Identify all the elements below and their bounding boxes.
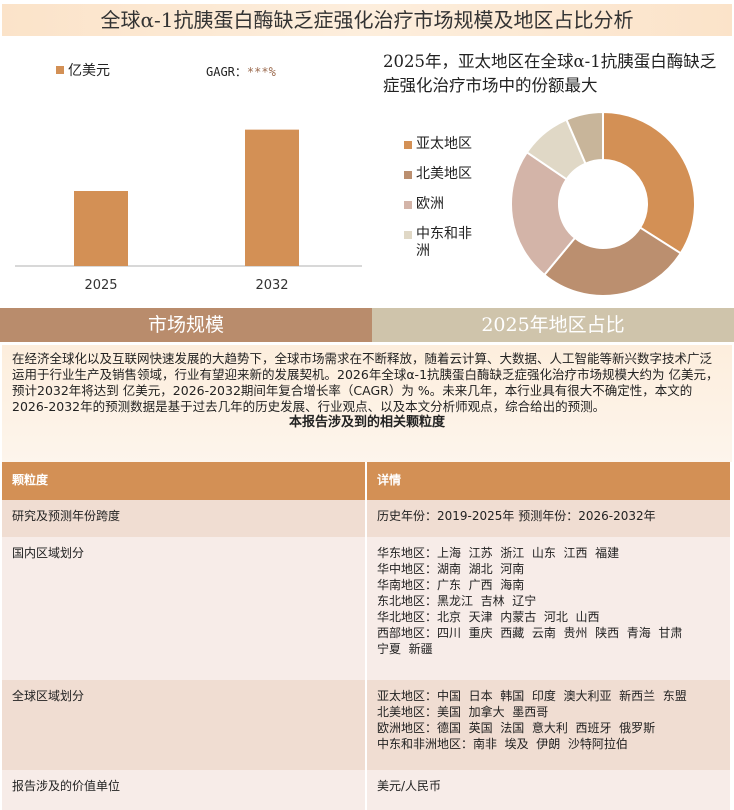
legend-swatch <box>404 171 412 179</box>
pie-legend: 亚太地区北美地区欧洲中东和非洲 <box>404 136 484 273</box>
pie-slice-0 <box>602 110 696 255</box>
row-details: 历史年份：2019-2025年 预测年份：2026-2032年 <box>366 500 732 537</box>
pie-slice-1 <box>542 226 683 297</box>
tab-market-size: 市场规模 <box>0 308 372 342</box>
granularity-table: 颗粒度 详情 研究及预测年份跨度 历史年份：2019-2025年 预测年份：2026… <box>2 462 732 810</box>
detail-line: 华中地区：湖南 湖北 河南 <box>377 562 525 576</box>
table-header-row: 颗粒度 详情 <box>2 462 732 500</box>
detail-line: 华东地区：上海 江苏 浙江 山东 江西 福建 <box>377 546 620 560</box>
detail-line: 东北地区：黑龙江 吉林 辽宁 <box>377 594 537 608</box>
legend-label: 北美地区 <box>416 166 472 182</box>
cagr-label: GAGR：***% <box>206 63 276 80</box>
tab-region-share: 2025年地区占比 <box>372 308 734 342</box>
row-details: 亚太地区：中国 日本 韩国 印度 澳大利亚 新西兰 东盟 北美地区：美国 加拿大 … <box>366 680 732 770</box>
summary-section: 在经济全球化以及互联网快速发展的大趋势下，全球市场需求在不断释放，随着云计算、大… <box>2 345 732 463</box>
legend-label: 欧洲 <box>416 196 444 212</box>
region-share-donut-chart <box>510 110 696 297</box>
table-title: 本报告涉及到的相关颗粒度 <box>288 415 445 430</box>
detail-line: 华北地区：北京 天津 内蒙古 河北 山西 <box>377 610 600 624</box>
row-label: 全球区域划分 <box>2 680 367 770</box>
detail-line: 历史年份：2019-2025年 预测年份：2026-2032年 <box>377 509 656 523</box>
pie-slice-unlabeled <box>565 110 604 165</box>
row-label: 国内区域划分 <box>2 537 367 680</box>
table-row: 报告涉及的价值单位 美元/人民币 <box>2 770 732 810</box>
legend-item: 中东和非洲 <box>404 226 484 260</box>
table-row: 研究及预测年份跨度 历史年份：2019-2025年 预测年份：2026-2032年 <box>2 500 732 537</box>
x-tick-label: 2025 <box>84 278 117 293</box>
legend-item: 亚太地区 <box>404 136 484 153</box>
detail-line: 华南地区：广东 广西 海南 <box>377 578 525 592</box>
page-title: 全球α-1抗胰蛋白酶缺乏症强化治疗市场规模及地区占比分析 <box>2 4 732 36</box>
legend-label: 中东和非洲 <box>416 226 472 259</box>
legend-label: 亿美元 <box>68 63 110 79</box>
legend-swatch <box>56 66 64 74</box>
pie-title: 2025年，亚太地区在全球α-1抗胰蛋白酶缺乏症强化治疗市场中的份额最大 <box>383 52 717 95</box>
row-details: 美元/人民币 <box>366 770 732 810</box>
bar-legend: 亿美元 <box>56 60 110 80</box>
legend-swatch <box>404 231 412 239</box>
detail-line: 美元/人民币 <box>377 779 442 793</box>
row-label: 研究及预测年份跨度 <box>2 500 367 537</box>
legend-swatch <box>404 141 412 149</box>
pie-slice-2 <box>510 150 577 277</box>
detail-line: 北美地区：美国 加拿大 墨西哥 <box>377 705 549 719</box>
market-size-bar-chart: 2025 2032 <box>15 129 362 293</box>
table-row: 全球区域划分 亚太地区：中国 日本 韩国 印度 澳大利亚 新西兰 东盟 北美地区：美… <box>2 680 732 770</box>
header-granularity: 颗粒度 <box>2 462 367 500</box>
header-details: 详情 <box>366 462 732 500</box>
section-tabs: 市场规模 2025年地区占比 <box>0 308 734 342</box>
legend-item: 欧洲 <box>404 196 484 213</box>
detail-line: 西部地区：四川 重庆 西藏 云南 贵州 陕西 青海 甘肃 <box>377 626 683 640</box>
table-row: 国内区域划分 华东地区：上海 江苏 浙江 山东 江西 福建 华中地区：湖南 湖北 河… <box>2 537 732 680</box>
legend-label: 亚太地区 <box>416 136 472 152</box>
summary-paragraph: 在经济全球化以及互联网快速发展的大趋势下，全球市场需求在不断释放，随着云计算、大… <box>12 351 719 414</box>
detail-line: 欧洲地区：德国 英国 法国 意大利 西班牙 俄罗斯 <box>377 721 656 735</box>
bar-2025 <box>74 191 128 266</box>
legend-item: 北美地区 <box>404 166 484 183</box>
row-details: 华东地区：上海 江苏 浙江 山东 江西 福建 华中地区：湖南 湖北 河南 华南地区：… <box>366 537 732 680</box>
detail-line: 中东和非洲地区：南非 埃及 伊朗 沙特阿拉伯 <box>377 737 628 751</box>
row-label: 报告涉及的价值单位 <box>2 770 367 810</box>
legend-swatch <box>404 201 412 209</box>
cagr-text: GAGR： <box>206 65 247 79</box>
x-tick-label: 2032 <box>255 278 288 293</box>
bar-2032 <box>245 129 299 266</box>
detail-line: 宁夏 新疆 <box>377 642 433 656</box>
detail-line: 亚太地区：中国 日本 韩国 印度 澳大利亚 新西兰 东盟 <box>377 689 687 703</box>
cagr-value: ***% <box>246 65 276 79</box>
